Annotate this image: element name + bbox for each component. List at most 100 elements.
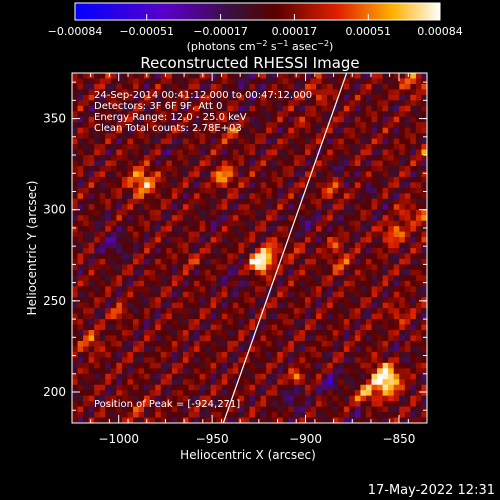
heatmap-cell — [238, 324, 245, 331]
heatmap-cell — [199, 335, 206, 342]
heatmap-cell — [94, 324, 101, 331]
heatmap-cell — [349, 297, 356, 303]
heatmap-cell — [271, 406, 278, 413]
heatmap-cell — [110, 116, 117, 123]
heatmap-cell — [255, 324, 261, 331]
heatmap-cell — [293, 368, 300, 375]
heatmap-cell — [232, 237, 239, 243]
heatmap-cell — [266, 264, 272, 271]
heatmap-cell — [421, 127, 427, 134]
heatmap-cell — [83, 105, 89, 112]
heatmap-cell — [249, 171, 256, 178]
heatmap-cell — [354, 198, 361, 205]
heatmap-cell — [110, 165, 117, 172]
annotation-line: Energy Range: 12.0 - 25.0 keV — [94, 112, 247, 123]
heatmap-cell — [299, 324, 306, 331]
heatmap-cell — [105, 379, 112, 386]
heatmap-cell — [365, 275, 372, 282]
heatmap-cell — [360, 395, 367, 402]
heatmap-cell — [182, 127, 189, 134]
heatmap-cell — [338, 357, 345, 364]
heatmap-cell — [249, 226, 256, 232]
heatmap-cell — [404, 330, 411, 336]
annotation-line: Detectors: 3F 6F 9F, Att 0 — [94, 101, 222, 112]
heatmap-cell — [171, 258, 178, 265]
heatmap-cell — [271, 313, 278, 320]
heatmap-cell — [149, 384, 156, 391]
heatmap-cell — [388, 144, 395, 150]
heatmap-cell — [282, 417, 289, 423]
heatmap-cell — [382, 412, 389, 418]
heatmap-cell — [138, 165, 145, 172]
heatmap-cell — [199, 330, 206, 336]
heatmap-cell — [227, 226, 234, 232]
heatmap-cell — [243, 264, 250, 271]
heatmap-cell — [349, 384, 356, 391]
heatmap-cell — [99, 286, 106, 293]
heatmap-cell — [160, 127, 167, 134]
heatmap-cell — [404, 248, 411, 254]
heatmap-cell — [316, 269, 322, 276]
heatmap-cell — [88, 373, 95, 380]
heatmap-cell — [77, 340, 84, 347]
heatmap-cell — [371, 83, 378, 90]
heatmap-cell — [399, 204, 406, 211]
heatmap-cell — [216, 346, 223, 353]
heatmap-cell — [260, 395, 267, 402]
heatmap-cell — [105, 302, 112, 309]
heatmap-cell — [316, 324, 322, 331]
heatmap-cell — [271, 171, 278, 178]
heatmap-cell — [177, 395, 184, 402]
heatmap-cell — [116, 253, 123, 260]
heatmap-cell — [321, 165, 328, 172]
heatmap-cell — [393, 248, 400, 254]
heatmap-cell — [338, 94, 345, 101]
heatmap-cell — [105, 116, 112, 123]
heatmap-cell — [316, 330, 322, 336]
heatmap-cell — [205, 302, 211, 309]
heatmap-cell — [194, 182, 200, 189]
heatmap-cell — [399, 390, 406, 396]
heatmap-cell — [138, 100, 145, 107]
heatmap-cell — [144, 133, 150, 139]
heatmap-cell — [199, 204, 206, 211]
heatmap-cell — [288, 253, 295, 260]
heatmap-cell — [166, 286, 173, 293]
heatmap-cell — [216, 187, 223, 194]
heatmap-cell — [365, 182, 372, 189]
heatmap-cell — [205, 368, 211, 375]
heatmap-cell — [144, 324, 150, 331]
heatmap-cell — [227, 253, 234, 260]
heatmap-cell — [255, 258, 261, 265]
heatmap-cell — [393, 253, 400, 260]
heatmap-cell — [377, 176, 383, 183]
x-tick-label: −1000 — [98, 432, 139, 446]
heatmap-cell — [210, 78, 217, 85]
heatmap-cell — [277, 94, 284, 101]
heatmap-cell — [94, 417, 101, 423]
heatmap-cell — [149, 138, 156, 145]
heatmap-cell — [338, 412, 345, 418]
heatmap-cell — [243, 144, 250, 150]
heatmap-cell — [121, 133, 128, 139]
heatmap-cell — [232, 379, 239, 386]
heatmap-cell — [232, 308, 239, 314]
heatmap-cell — [277, 406, 284, 413]
heatmap-cell — [238, 313, 245, 320]
heatmap-cell — [216, 133, 223, 139]
heatmap-cell — [260, 122, 267, 128]
heatmap-cell — [138, 302, 145, 309]
heatmap-cell — [332, 340, 339, 347]
heatmap-cell — [349, 275, 356, 282]
heatmap-cell — [310, 176, 317, 183]
heatmap-cell — [110, 198, 117, 205]
heatmap-cell — [304, 237, 311, 243]
heatmap-cell — [133, 330, 139, 336]
heatmap-cell — [133, 242, 139, 249]
heatmap-cell — [77, 171, 84, 178]
heatmap-cell — [382, 302, 389, 309]
heatmap-cell — [210, 100, 217, 107]
heatmap-cell — [149, 330, 156, 336]
heatmap-cell — [304, 406, 311, 413]
heatmap-cell — [293, 226, 300, 232]
